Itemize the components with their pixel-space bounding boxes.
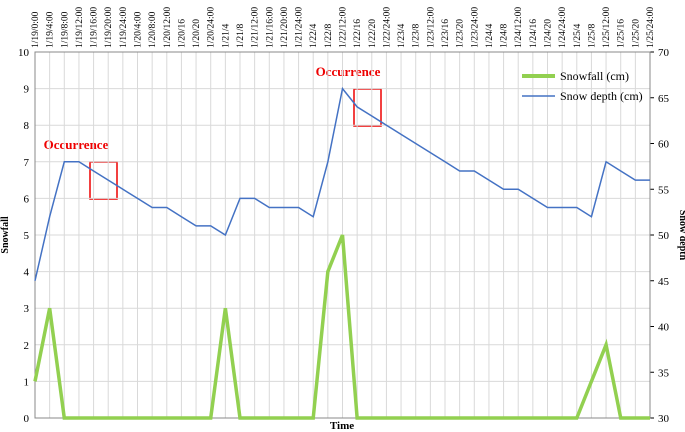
series-line (34, 86, 650, 281)
x-tick-label: 1/25/8 (587, 23, 597, 48)
x-tick-label: 1/20/16 (177, 19, 187, 48)
x-tick-label: 1/22/4 (309, 23, 319, 48)
legend-label: Snow depth (cm) (560, 89, 643, 103)
x-tick-label: 1/20/4:00 (134, 11, 144, 48)
x-tick-label: 1/19/24:00 (119, 7, 129, 48)
y-tick-label: 6 (24, 193, 30, 205)
x-tick-label: 1/20/12:00 (163, 7, 173, 48)
x-tick-label: 1/19/4:00 (46, 11, 56, 48)
plot-frame (34, 51, 651, 419)
x-tick-label: 1/24/16 (529, 19, 539, 48)
x-tick-label: 1/24/12:00 (514, 7, 524, 48)
x-tick-label: 1/24/8 (500, 23, 510, 48)
y2-tick-label: 60 (658, 139, 670, 151)
y-tick-label: 9 (24, 84, 30, 96)
y-tick-label: 3 (24, 303, 30, 315)
x-tick-label: 1/20/24:00 (207, 7, 217, 48)
x-tick-label: 1/21/8 (236, 23, 246, 48)
y-tick-label: 5 (24, 230, 30, 242)
y2-tick-label: 65 (658, 93, 670, 105)
y-axis-title: Snowfall (0, 216, 11, 253)
y2-tick-label: 30 (658, 413, 670, 425)
x-tick-label: 1/23/20 (456, 19, 466, 48)
y2-tick-label: 35 (658, 367, 670, 379)
x-tick-label: 1/19/0:00 (31, 11, 41, 48)
x-tick-label: 1/25/4 (573, 23, 583, 48)
x-tick-label: 1/22/20 (368, 19, 378, 48)
x-tick-label: 1/22/12:00 (339, 7, 349, 48)
y-tick-label: 0 (24, 413, 30, 425)
x-tick-label: 1/19/8:00 (60, 11, 70, 48)
x-tick-label: 1/22/24:00 (382, 7, 392, 48)
y2-axis-title: Snow depth (677, 210, 685, 261)
annotation: Occurrence (44, 137, 109, 152)
x-tick-label: 1/25/12:00 (602, 7, 612, 48)
x-tick-label: 1/23/4 (397, 23, 407, 48)
x-tick-label: 1/19/20:00 (104, 7, 114, 48)
x-tick-label: 1/21/4 (221, 23, 231, 48)
y-tick-label: 4 (24, 267, 30, 279)
x-tick-label: 1/24/24:00 (558, 7, 568, 48)
y2-tick-label: 55 (658, 184, 670, 196)
x-tick-label: 1/21/16:00 (265, 7, 275, 48)
y2-tick-label: 40 (658, 322, 670, 334)
y-tick-label: 2 (24, 340, 30, 352)
y2-tick-label: 70 (658, 47, 670, 59)
x-tick-label: 1/25/24:00 (646, 7, 656, 48)
x-tick-label: 1/19/12:00 (75, 7, 85, 48)
y2-tick-label: 45 (658, 276, 670, 288)
x-tick-label: 1/21/12:00 (251, 7, 261, 48)
legend-label: Snowfall (cm) (560, 69, 629, 83)
series-line (33, 234, 650, 420)
x-tick-label: 1/23/24:00 (470, 7, 480, 48)
y-tick-label: 7 (24, 157, 30, 169)
x-tick-label: 1/24/4 (485, 23, 495, 48)
x-tick-label: 1/25/16 (617, 19, 627, 48)
y-tick-label: 1 (24, 376, 30, 388)
x-tick-label: 1/23/12:00 (426, 7, 436, 48)
y2-tick-label: 50 (658, 230, 670, 242)
x-tick-label: 1/19/16:00 (90, 7, 100, 48)
x-tick-label: 1/21/24:00 (295, 7, 305, 48)
y-tick-label: 8 (24, 120, 30, 132)
x-tick-label: 1/20/8:00 (148, 11, 158, 48)
x-tick-label: 1/22/8 (324, 23, 334, 48)
y-tick-label: 10 (18, 47, 30, 59)
x-tick-label: 1/25/20 (631, 19, 641, 48)
annotation: Occurrence (316, 64, 381, 79)
x-tick-label: 1/23/8 (412, 23, 422, 48)
x-tick-label: 1/21/20:00 (280, 7, 290, 48)
x-axis-title: Time (330, 420, 354, 432)
x-tick-label: 1/23/16 (441, 19, 451, 48)
x-tick-label: 1/20/20 (192, 19, 202, 48)
x-tick-label: 1/22/16 (353, 19, 363, 48)
x-tick-label: 1/24/20 (544, 19, 554, 48)
